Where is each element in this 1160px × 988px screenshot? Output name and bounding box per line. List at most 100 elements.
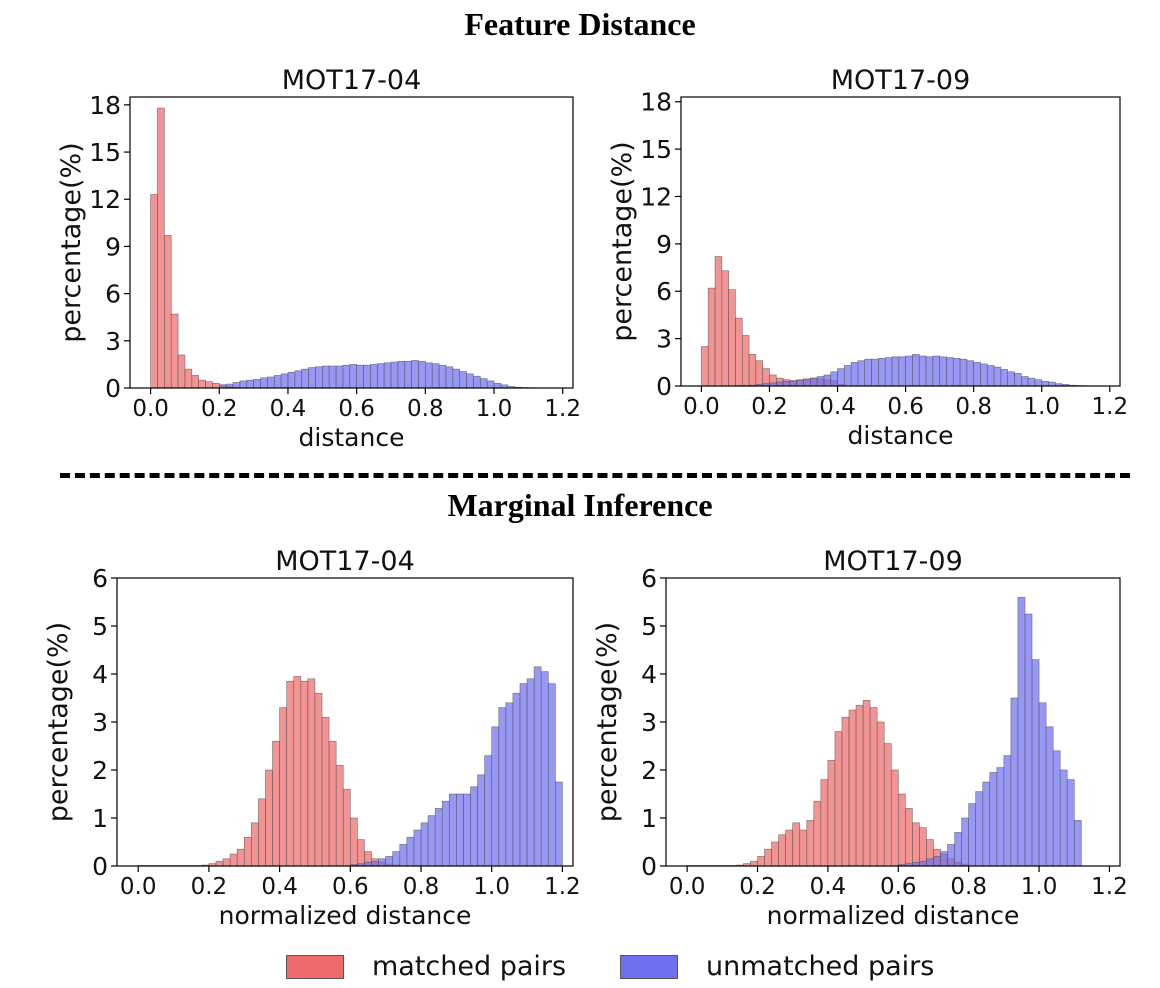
histogram-bar: [862, 700, 871, 867]
histogram-bar: [1041, 380, 1049, 387]
histogram-bar: [1073, 820, 1082, 867]
histogram-bar: [390, 361, 399, 389]
histogram-bar: [959, 358, 968, 387]
chart-title: MOT17-04: [275, 546, 415, 577]
histogram-bar: [750, 860, 758, 867]
y-axis-label: percentage(%): [607, 141, 638, 341]
histogram-bar: [321, 716, 330, 867]
histogram-bar: [425, 362, 433, 389]
histogram-bar: [1059, 769, 1068, 867]
histogram-bar: [912, 822, 920, 867]
histogram-bar: [459, 371, 467, 389]
x-tick-label: 0.6: [332, 874, 369, 900]
chart-panel-1: 0.0 0.2 0.4 0.6 0.8 1.0 1.2 0 3 6 9 12 15 18 MOT17-04 d…: [56, 65, 581, 452]
histogram-bar: [848, 709, 857, 867]
x-tick-label: 0.0: [132, 396, 169, 422]
y-tick-label: 3: [92, 708, 108, 737]
histogram-bar: [986, 365, 995, 387]
histogram-bar: [438, 364, 447, 389]
histogram-bar: [335, 365, 344, 389]
section-divider: [60, 473, 1130, 478]
histogram-bar: [512, 692, 521, 867]
histogram-bar: [869, 707, 878, 867]
histogram-bar: [980, 363, 988, 387]
histogram-bar: [308, 367, 316, 389]
x-tick-label: 0.2: [739, 874, 776, 900]
histogram-bar: [834, 731, 843, 867]
histogram-bar: [841, 716, 850, 867]
histogram-bar: [493, 382, 502, 389]
histogram-bar: [491, 726, 500, 867]
histogram-bar: [810, 377, 818, 387]
histogram-bar: [785, 829, 793, 867]
histogram-bar: [813, 800, 822, 867]
histogram-bar: [397, 360, 406, 389]
histogram-bar: [876, 721, 885, 867]
histogram-bar: [205, 381, 213, 389]
histogram-bar: [1010, 697, 1019, 867]
histogram-bar: [198, 379, 206, 389]
histogram-bar: [1000, 369, 1009, 387]
histogram-bar: [191, 375, 199, 389]
histogram-bar: [940, 851, 948, 867]
histogram-bar: [258, 798, 266, 867]
x-tick-label: 0.8: [407, 396, 444, 422]
histogram-bar: [486, 380, 495, 389]
histogram-bar: [952, 358, 961, 387]
histogram-bar: [764, 848, 772, 867]
histogram-bar: [484, 755, 493, 867]
histogram-bar: [342, 364, 351, 389]
histogram-bar: [260, 377, 268, 389]
histogram-bar: [1024, 613, 1033, 867]
histogram-bar: [413, 829, 422, 867]
histogram-bar: [968, 803, 977, 867]
histogram-bar: [265, 769, 273, 867]
histogram-bar: [757, 856, 765, 867]
histogram-bar: [755, 360, 763, 387]
histogram-bar: [878, 358, 886, 387]
y-tick-label: 15: [640, 135, 672, 164]
histogram-bar: [385, 856, 394, 867]
histogram-bar: [411, 360, 419, 389]
histogram-bar: [946, 357, 954, 387]
histogram-bar: [378, 858, 386, 867]
histogram-bar: [300, 680, 309, 867]
histogram-bar: [452, 368, 460, 389]
histogram-bar: [466, 373, 474, 389]
histogram-bar: [975, 791, 984, 867]
histogram-bar: [150, 194, 158, 389]
x-tick-label: 0.4: [819, 394, 856, 420]
histogram-bar: [883, 743, 892, 867]
y-axis-label: percentage(%): [56, 142, 87, 342]
y-tick-label: 9: [656, 230, 672, 259]
histogram-bar: [376, 363, 385, 389]
x-tick-label: 0.6: [880, 874, 917, 900]
histogram-panels: 0.0 0.2 0.4 0.6 0.8 1.0 1.20369121518MOT17-04d…: [43, 65, 1128, 930]
histogram-bar: [383, 362, 392, 389]
histogram-bar: [989, 772, 998, 867]
histogram-bar: [434, 808, 443, 867]
histogram-bar: [239, 380, 248, 389]
histogram-bar: [477, 774, 485, 867]
y-tick-label: 5: [92, 612, 108, 641]
histogram-bar: [830, 371, 838, 387]
histogram-bar: [431, 363, 440, 389]
histogram-bar: [272, 740, 280, 867]
section-title-feature-distance: Feature Distance: [464, 6, 696, 42]
histogram-bar: [707, 287, 716, 387]
histogram-bar: [933, 856, 941, 867]
histogram-bar: [884, 357, 893, 387]
histogram-bar: [905, 808, 913, 867]
histogram-bar: [370, 364, 378, 389]
histogram-bar: [356, 364, 364, 389]
histogram-bar: [919, 860, 927, 867]
histogram-bar: [229, 853, 238, 867]
histogram-bar: [328, 365, 337, 389]
histogram-bar: [926, 858, 934, 867]
x-axis-label: distance: [299, 423, 405, 452]
histogram-bar: [427, 815, 436, 867]
histogram-bar: [890, 769, 899, 867]
histogram-bar: [280, 373, 289, 389]
histogram-bar: [273, 375, 282, 389]
histogram-bar: [857, 360, 866, 387]
